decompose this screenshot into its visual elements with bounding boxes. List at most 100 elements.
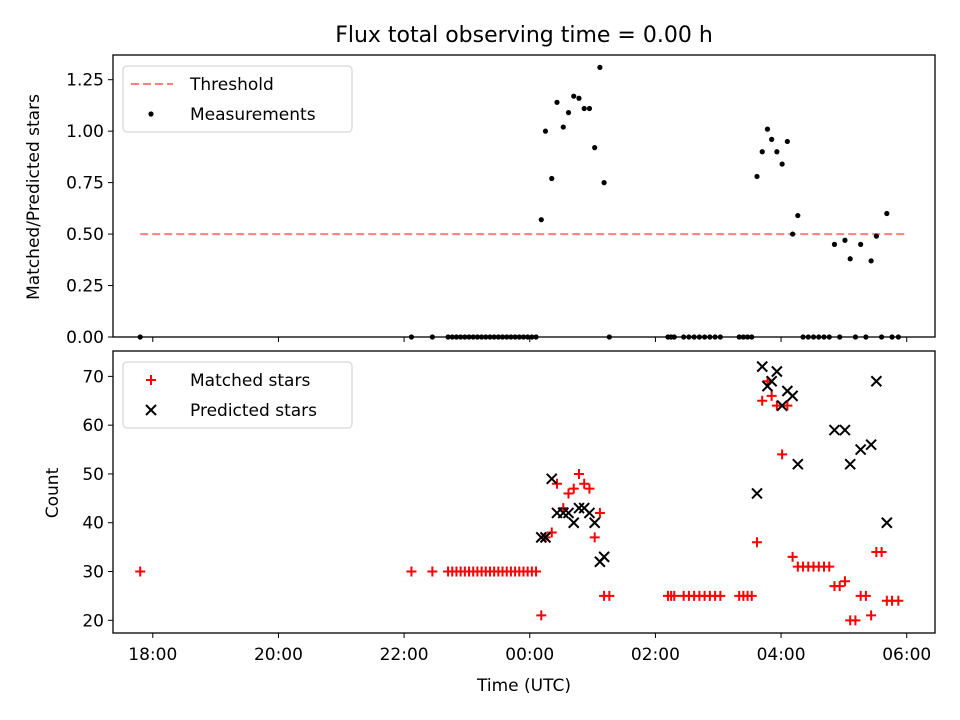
chart-title: Flux total observing time = 0.00 h <box>335 23 713 48</box>
measurement-point <box>458 334 464 340</box>
bottom-xlabel: Time (UTC) <box>476 676 571 696</box>
bottom-legend-predicted-swatch <box>145 404 157 416</box>
matched-star-point <box>669 590 680 601</box>
matched-star-point <box>757 395 768 406</box>
predicted-star-point <box>792 458 804 470</box>
measurement-point <box>686 334 692 340</box>
measurement-point <box>462 334 468 340</box>
bottom-ytick-label: 20 <box>82 611 104 631</box>
top-legend <box>122 65 353 133</box>
matched-star-point <box>876 547 887 558</box>
top-legend-measurements-swatch <box>148 111 154 117</box>
predicted-star-point <box>756 360 768 373</box>
measurement-point <box>592 145 598 151</box>
measurement-point <box>749 334 755 340</box>
measurement-point <box>707 334 713 340</box>
measurement-point <box>408 334 415 340</box>
measurement-point <box>554 99 560 105</box>
bottom-xtick-label: 20:00 <box>254 645 303 665</box>
measurement-point <box>873 233 879 239</box>
measurement-point <box>512 334 518 340</box>
measurement-point <box>491 334 497 340</box>
matched-star-point <box>751 537 762 548</box>
matched-star-point <box>135 566 146 577</box>
bottom-panel: Count Time (UTC) 20 30 40 50 60 70 18:00 20:00 2… <box>43 350 936 696</box>
measurement-point <box>597 64 603 70</box>
measurement-point <box>137 334 143 340</box>
bottom-ytick-label: 50 <box>82 465 104 485</box>
predicted-star-point <box>539 531 552 544</box>
bottom-xtick-label: 22:00 <box>380 645 429 665</box>
predicted-star-point <box>765 375 778 387</box>
bottom-legend-matched-swatch <box>146 375 156 385</box>
measurement-point <box>744 334 751 340</box>
measurement-point <box>764 126 771 132</box>
predicted-star-point <box>751 487 763 500</box>
bottom-xtick-label: 04:00 <box>757 645 806 665</box>
bottom-ylabel: Count <box>43 467 63 518</box>
matched-star-point <box>715 590 726 601</box>
matched-star-point <box>531 566 542 577</box>
matched-star-point <box>850 615 861 626</box>
measurement-point <box>542 128 549 134</box>
predicted-star-point <box>865 438 877 451</box>
measurement-point <box>429 334 435 340</box>
top-ytick-label: 0.00 <box>66 328 104 348</box>
measurement-point <box>445 334 451 340</box>
matched-star-point <box>589 532 600 543</box>
measurement-point <box>571 93 577 99</box>
matched-star-point <box>551 478 562 489</box>
measurement-point <box>516 334 522 340</box>
measurement-point <box>805 334 811 340</box>
measurement-point <box>560 124 566 130</box>
predicted-star-point <box>573 502 585 514</box>
measurement-point <box>702 334 708 340</box>
measurement-point <box>837 334 843 340</box>
measurement-point <box>842 237 848 243</box>
measurement-point <box>453 334 460 340</box>
predicted-star-point <box>828 424 841 436</box>
measurement-point <box>483 334 489 340</box>
measurement-point <box>581 105 587 112</box>
measurement-point <box>529 334 535 340</box>
matched-star-point <box>536 610 547 621</box>
matched-star-point <box>568 483 579 494</box>
matched-star-point <box>777 449 788 460</box>
measurement-point <box>478 334 485 340</box>
measurement-point <box>499 334 506 340</box>
predicted-star-point <box>839 424 851 436</box>
predicted-star-point <box>546 473 558 485</box>
matched-star-point <box>558 503 569 514</box>
matched-star-point <box>839 576 850 587</box>
measurement-point <box>504 334 510 340</box>
predicted-star-point <box>562 507 575 519</box>
matched-star-point <box>573 468 584 479</box>
measurement-point <box>712 334 718 340</box>
matched-star-point <box>834 581 845 592</box>
top-ytick-label: 1.00 <box>66 122 104 142</box>
top-ytick-label: 0.75 <box>66 174 104 194</box>
measurement-point <box>816 334 822 340</box>
bottom-ytick-label: 40 <box>82 514 104 534</box>
measurement-point <box>470 334 476 340</box>
predicted-star-point <box>557 507 569 519</box>
top-ylabel: Matched/Predicted stars <box>24 94 44 300</box>
matched-star-point <box>604 590 615 601</box>
measurement-point <box>565 110 572 116</box>
measurement-point <box>884 210 890 217</box>
bottom-legend-label: Predicted stars <box>190 401 317 421</box>
measurement-point <box>538 217 544 223</box>
predicted-star-point <box>870 375 883 387</box>
predicted-star-point <box>881 517 893 529</box>
predicted-star-point <box>844 458 856 470</box>
measurement-point <box>826 334 832 340</box>
bottom-xtick-label: 02:00 <box>631 645 680 665</box>
measurement-point <box>520 334 527 340</box>
predicted-star-point <box>786 390 799 402</box>
measurement-point <box>889 334 895 340</box>
measurement-point <box>466 334 472 340</box>
measurement-point <box>487 334 493 340</box>
matched-star-point <box>766 390 777 401</box>
measurement-point <box>533 334 539 340</box>
